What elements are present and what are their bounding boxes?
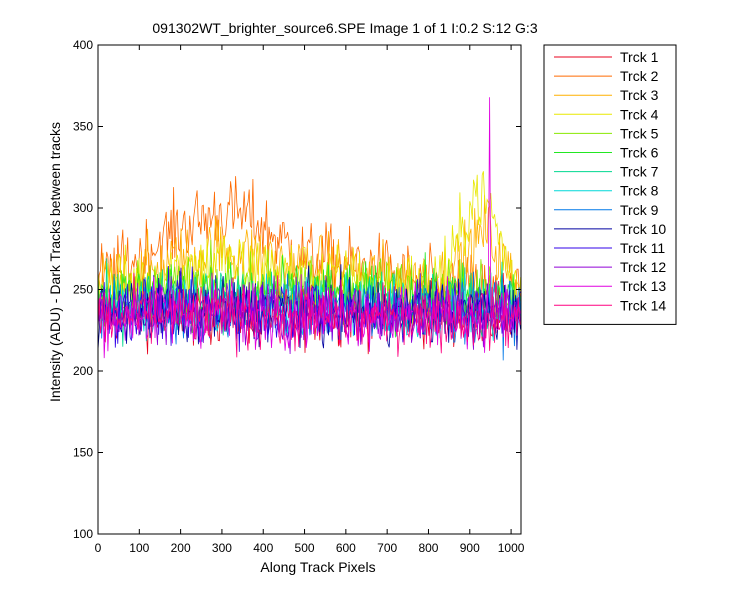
y-tick-label: 100 [73,527,93,541]
legend-label: Trck 4 [620,106,659,122]
x-axis-label: Along Track Pixels [260,559,375,575]
x-tick-label: 800 [418,541,438,555]
legend-label: Trck 2 [620,68,659,84]
legend-box [543,44,677,325]
legend-label: Trck 5 [620,125,659,141]
x-tick-label: 100 [129,541,149,555]
y-tick-label: 350 [73,120,93,134]
legend-label: Trck 12 [620,259,666,275]
x-tick-label: 300 [212,541,232,555]
legend-label: Trck 13 [620,278,666,294]
legend-label: Trck 8 [620,183,659,199]
legend-label: Trck 6 [620,145,659,161]
legend-label: Trck 10 [620,221,666,237]
y-tick-label: 400 [73,38,93,52]
x-tick-label: 400 [253,541,273,555]
x-tick-label: 0 [95,541,102,555]
legend-label: Trck 11 [620,240,665,256]
legend-label: Trck 9 [620,202,659,218]
x-tick-label: 900 [460,541,480,555]
plot-area [98,97,521,361]
x-axis: 0 100 200 300 400 500 600 700 800 900 1000 [95,45,525,555]
y-axis-label: Intensity (ADU) - Dark Tracks between tr… [47,122,63,402]
x-tick-label: 500 [295,541,315,555]
y-axis: 100 150 200 250 300 350 400 [73,38,521,541]
legend-label: Trck 7 [620,164,659,180]
chart-title: 091302WT_brighter_source6.SPE Image 1 of… [152,20,537,36]
legend-label: Trck 14 [620,297,666,313]
x-tick-label: 200 [171,541,191,555]
y-tick-label: 200 [73,364,93,378]
y-tick-label: 250 [73,283,93,297]
legend-label: Trck 3 [620,87,659,103]
series-line-14 [98,272,521,358]
x-tick-label: 1000 [498,541,525,555]
y-tick-label: 150 [73,446,93,460]
x-tick-label: 600 [336,541,356,555]
legend: Trck 1 Trck 2 Trck 3 Trck 4 Trck 5 Trck 6 Trck… [543,44,677,325]
y-tick-label: 300 [73,201,93,215]
x-tick-label: 700 [377,541,397,555]
legend-label: Trck 1 [620,49,659,65]
